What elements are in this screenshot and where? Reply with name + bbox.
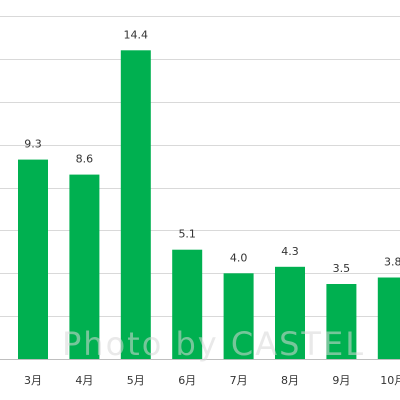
x-tick-label: 9月 [332, 374, 350, 387]
bar [69, 174, 100, 359]
bar [172, 249, 203, 359]
watermark: Photo by CASTEL [62, 325, 365, 363]
bar-value-label: 3.5 [333, 262, 351, 275]
x-tick-label: 3月 [24, 374, 42, 387]
data-labels: 9.3 8.6 14.4 5.1 4.0 4.3 3.5 3.8 [24, 28, 400, 275]
bar [326, 284, 357, 359]
x-tick-label: 7月 [230, 374, 248, 387]
bar-value-label: 5.1 [178, 228, 196, 241]
bar-value-label: 4.0 [230, 251, 248, 264]
x-tick-label: 8月 [281, 374, 299, 387]
bar [377, 277, 400, 359]
bar [18, 159, 48, 359]
bar [120, 50, 151, 360]
x-axis-tick-labels: 3月 4月 5月 6月 7月 8月 9月 10月 [24, 374, 400, 387]
gridlines [0, 16, 400, 360]
x-tick-label: 6月 [178, 374, 196, 387]
bar-value-label: 9.3 [24, 138, 42, 151]
x-tick-label: 4月 [75, 374, 93, 387]
bar-value-label: 3.8 [384, 256, 400, 269]
x-tick-label: 5月 [127, 374, 145, 387]
bar-value-label: 14.4 [124, 28, 149, 41]
bar-value-label: 8.6 [76, 153, 94, 166]
bar-series [18, 50, 400, 360]
bar [275, 266, 305, 359]
bar-value-label: 4.3 [281, 245, 299, 258]
bar [223, 273, 254, 360]
x-tick-label: 10月 [380, 374, 400, 387]
